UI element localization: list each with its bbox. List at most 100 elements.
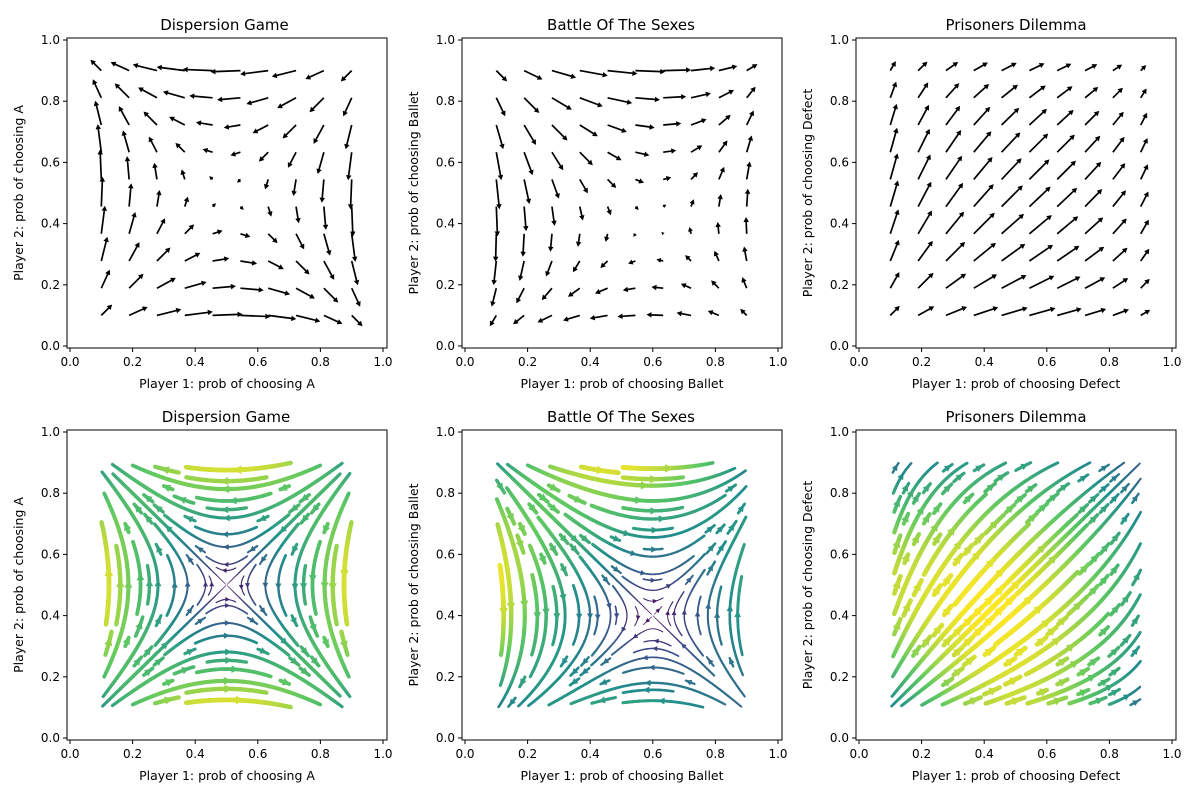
streamline bbox=[614, 605, 620, 626]
streamline-arrow bbox=[1079, 505, 1087, 513]
streamline bbox=[1107, 645, 1121, 658]
streamline bbox=[1088, 513, 1100, 525]
streamline bbox=[1024, 511, 1039, 525]
streamline-arrow bbox=[561, 657, 569, 666]
chart-title: Prisoners Dilemma bbox=[945, 408, 1086, 426]
streamline bbox=[568, 677, 581, 687]
streamline bbox=[671, 591, 685, 637]
quiver-arrow bbox=[889, 180, 900, 207]
quiver-arrow bbox=[551, 97, 572, 110]
streamline-arrow bbox=[648, 664, 655, 671]
streamline bbox=[496, 462, 652, 615]
streamline-arrow bbox=[1016, 495, 1025, 503]
streamline bbox=[901, 481, 911, 495]
quiver-arrow bbox=[95, 124, 103, 153]
streamline bbox=[567, 493, 587, 505]
streamline-arrow bbox=[911, 534, 919, 544]
streamline bbox=[226, 472, 342, 585]
y-tick: 1.0 bbox=[830, 425, 856, 439]
streamline-arrow bbox=[1041, 618, 1051, 628]
streamline bbox=[578, 555, 612, 657]
streamline-arrow bbox=[922, 484, 930, 493]
y-tick-label: 0.0 bbox=[436, 339, 455, 353]
streamline-arrow bbox=[229, 496, 237, 505]
x-tick-label: 0.4 bbox=[581, 355, 600, 369]
streamline-arrow bbox=[1026, 485, 1036, 493]
streamline-arrow bbox=[984, 647, 995, 657]
streamline-arrow bbox=[223, 632, 231, 639]
streamline bbox=[1003, 513, 1079, 586]
streamline bbox=[962, 614, 975, 628]
streamline-arrow bbox=[1100, 465, 1108, 472]
streamline bbox=[705, 515, 748, 698]
streamline-arrow bbox=[989, 520, 999, 529]
streamline-arrow bbox=[262, 582, 269, 589]
y-tick: 1.0 bbox=[830, 33, 856, 47]
quiver-arrow bbox=[271, 69, 297, 79]
streamline-arrow bbox=[665, 464, 674, 473]
streamline bbox=[194, 491, 273, 505]
streamline-arrow bbox=[916, 506, 924, 515]
quiver-arrow bbox=[718, 64, 738, 72]
streamline bbox=[1055, 614, 1069, 627]
quiver-arrow bbox=[945, 306, 968, 317]
y-tick-label: 0.0 bbox=[41, 339, 60, 353]
quiver-arrow bbox=[217, 96, 241, 103]
panel-dispersion-stream: Dispersion Game 0.0 0.2 0.4 0.6 0.8 1.0 0.00.… bbox=[11, 408, 393, 783]
streamline-arrow bbox=[279, 483, 288, 491]
streamline-arrow bbox=[281, 678, 291, 686]
x-ticks: 0.0 0.2 0.4 0.6 0.8 1.0 bbox=[455, 740, 788, 761]
quiver-arrow bbox=[663, 67, 692, 73]
quiver-arrow bbox=[100, 304, 113, 317]
x-tick-label: 0.0 bbox=[455, 747, 474, 761]
streamline-arrow bbox=[930, 522, 939, 533]
streamline bbox=[194, 544, 207, 554]
streamline-arrow bbox=[231, 665, 240, 673]
streamline-arrow bbox=[1087, 674, 1097, 682]
quiver-arrow bbox=[1084, 161, 1102, 180]
streamline-arrow bbox=[520, 678, 527, 686]
streamline bbox=[983, 481, 998, 494]
streamline bbox=[590, 696, 617, 705]
streamline-arrow bbox=[1069, 660, 1079, 669]
streamline bbox=[694, 595, 702, 636]
streamline-arrow bbox=[249, 617, 256, 623]
streamline-arrow bbox=[290, 657, 299, 665]
quiver-arrow bbox=[604, 233, 610, 242]
streamline-arrow bbox=[203, 581, 209, 587]
streamline bbox=[244, 563, 257, 606]
quiver-arrow bbox=[351, 314, 363, 327]
y-tick: 0.4 bbox=[436, 609, 462, 623]
streamline bbox=[891, 461, 900, 474]
streamline-arrow bbox=[542, 608, 550, 617]
x-tick: 0.4 bbox=[186, 740, 205, 761]
streamline bbox=[1107, 687, 1122, 697]
quiver-arrow bbox=[715, 221, 721, 234]
streamline-arrow bbox=[145, 579, 154, 587]
x-tick-label: 0.8 bbox=[1100, 355, 1119, 369]
quiver-arrow bbox=[344, 124, 353, 150]
streamline bbox=[1109, 531, 1121, 546]
quiver-arrow bbox=[209, 176, 214, 181]
streamline bbox=[1025, 630, 1142, 706]
streamline bbox=[1002, 674, 1023, 687]
quiver-arrow bbox=[523, 69, 543, 80]
streamline-arrow bbox=[154, 616, 161, 625]
quiver-arrow bbox=[350, 287, 361, 307]
quiver-arrow bbox=[128, 242, 140, 262]
streamline bbox=[1056, 482, 1071, 494]
streamline bbox=[320, 491, 351, 679]
x-ticks: 0.0 0.2 0.4 0.6 0.8 1.0 bbox=[849, 348, 1182, 369]
streamline bbox=[983, 593, 1142, 706]
quiver-arrow bbox=[1139, 88, 1147, 99]
quiver-arrow bbox=[169, 116, 186, 126]
streamline bbox=[921, 492, 988, 577]
quiver-arrow bbox=[230, 151, 241, 157]
x-tick-label: 0.4 bbox=[186, 747, 205, 761]
streamline-arrow bbox=[249, 545, 256, 552]
quiver-arrow bbox=[1000, 132, 1021, 153]
streamline bbox=[569, 666, 580, 677]
streamline bbox=[593, 595, 601, 636]
streamline-arrow bbox=[955, 473, 964, 481]
y-axis-label: Player 2: prob of choosing Ballet bbox=[406, 483, 421, 686]
